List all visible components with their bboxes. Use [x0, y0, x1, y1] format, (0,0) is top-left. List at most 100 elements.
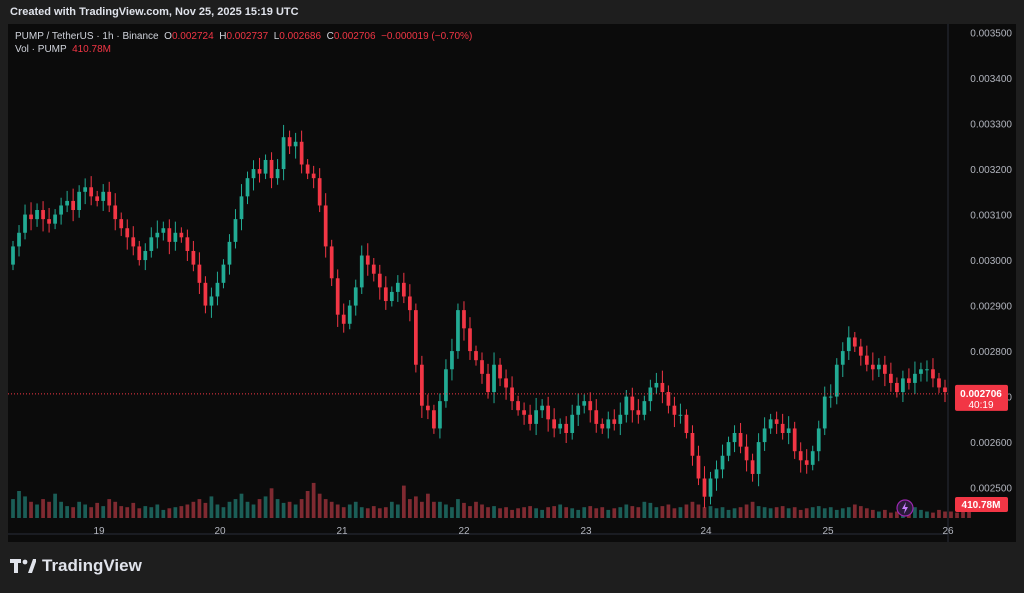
y-tick-label: 0.003400	[970, 74, 1012, 85]
lightning-icon[interactable]	[896, 499, 914, 517]
volume-bar	[438, 501, 442, 518]
volume-bar	[65, 506, 69, 518]
volume-bar	[335, 504, 340, 518]
candle	[113, 193, 118, 231]
volume-bar	[203, 502, 208, 518]
volume-bar	[420, 501, 424, 518]
candle-body	[624, 396, 629, 415]
candle	[420, 355, 424, 418]
volume-bar	[889, 512, 893, 518]
candle	[522, 402, 526, 425]
candle-body	[696, 455, 701, 479]
candle	[660, 370, 665, 404]
candle-body	[257, 169, 262, 174]
candle-body	[931, 369, 935, 379]
candle-body	[155, 232, 160, 238]
candle	[516, 395, 520, 416]
candle	[540, 399, 544, 418]
candle-body	[504, 378, 508, 388]
candle-body	[438, 401, 442, 429]
candle-body	[876, 364, 881, 370]
candle	[780, 413, 785, 440]
candle	[131, 226, 136, 256]
volume-bar	[582, 507, 587, 518]
candle-body	[534, 410, 538, 424]
volume-bar	[227, 501, 232, 518]
y-tick-label: 0.002600	[970, 438, 1012, 449]
candle-body	[630, 396, 635, 411]
candle	[197, 252, 202, 294]
candle-body	[251, 169, 256, 179]
candle-body	[943, 387, 947, 393]
candle	[798, 442, 803, 473]
candle	[227, 234, 232, 275]
volume-bar	[816, 506, 821, 518]
candle-body	[552, 419, 557, 429]
candle	[636, 399, 641, 424]
volume-bar	[341, 507, 346, 518]
candle	[678, 403, 683, 424]
candle	[792, 421, 797, 459]
candle-body	[768, 419, 773, 429]
candlestick-chart[interactable]: 0.0025000.0026000.0027000.0028000.002900…	[8, 24, 1016, 542]
volume-bar	[305, 491, 310, 518]
volume-bar	[702, 507, 707, 518]
candle	[450, 338, 454, 381]
candle-body	[149, 237, 154, 251]
candle-body	[401, 282, 406, 297]
candle	[137, 240, 142, 266]
candle	[401, 272, 406, 304]
candle-body	[937, 378, 941, 388]
volume-bar	[383, 507, 388, 518]
candle	[684, 409, 689, 439]
x-tick-label: 20	[214, 526, 226, 537]
volume-bar	[516, 508, 520, 518]
volume-bar	[840, 508, 845, 518]
volume-bar	[29, 501, 33, 518]
candle	[107, 181, 112, 213]
candle-body	[173, 232, 178, 242]
volume-bar	[600, 507, 605, 518]
candle	[143, 243, 148, 271]
volume-bar	[648, 502, 653, 518]
candle	[919, 362, 923, 382]
candle	[29, 202, 33, 231]
candle	[756, 433, 761, 487]
candle-body	[233, 219, 238, 242]
price-axis-panel	[948, 24, 1016, 542]
chart-area[interactable]: 0.0025000.0026000.0027000.0028000.002900…	[8, 24, 1016, 542]
volume-bar	[287, 501, 292, 518]
candle-body	[883, 364, 887, 374]
tradingview-brand[interactable]: TradingView	[10, 556, 142, 576]
volume-label[interactable]: Vol · PUMP	[15, 44, 67, 55]
candle	[179, 227, 184, 243]
candle-body	[371, 264, 376, 274]
candle	[726, 436, 731, 462]
close-label: C	[326, 31, 334, 42]
candle	[221, 259, 226, 289]
volume-bar	[961, 511, 965, 518]
volume-bar	[828, 507, 833, 518]
volume-bar	[576, 509, 581, 518]
candle-body	[792, 428, 797, 452]
candle-body	[738, 432, 743, 447]
volume-bar	[786, 508, 791, 518]
last-volume-badge	[955, 497, 1008, 512]
volume-bar	[750, 501, 755, 518]
volume-bar	[546, 507, 551, 518]
candle-body	[546, 405, 551, 420]
volume-bar	[359, 507, 364, 518]
symbol-label[interactable]: PUMP / TetherUS · 1h · Binance	[15, 31, 159, 42]
x-tick-label: 21	[336, 526, 348, 537]
candle	[414, 303, 418, 373]
candle-body	[774, 419, 779, 424]
candle-body	[678, 414, 683, 416]
candle	[901, 370, 905, 403]
volume-bar	[678, 507, 683, 518]
volume-bar	[913, 507, 917, 518]
volume-bar	[143, 506, 148, 518]
volume-bar	[450, 507, 454, 518]
candle	[377, 264, 382, 300]
volume-bar	[534, 508, 538, 518]
volume-bar	[732, 508, 737, 518]
